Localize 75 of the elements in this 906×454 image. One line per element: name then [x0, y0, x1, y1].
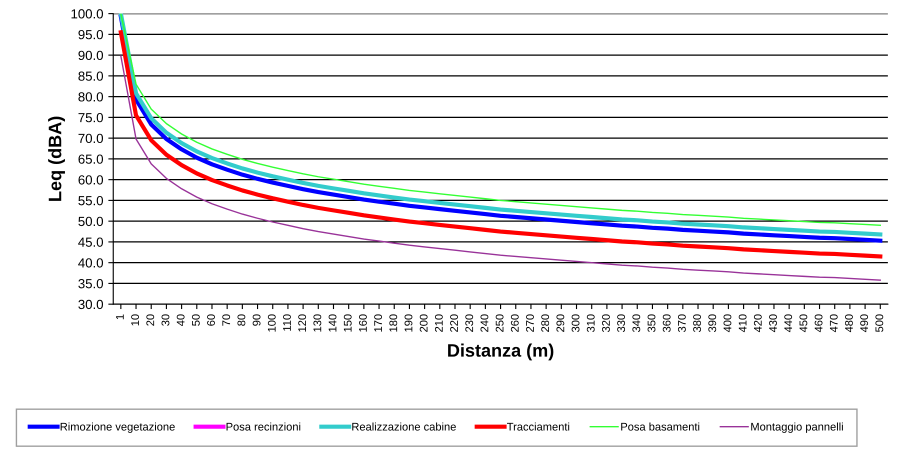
legend-label: Rimozione vegetazione [60, 422, 175, 433]
x-tick-label: 190 [404, 314, 412, 332]
legend-label: Posa recinzioni [226, 422, 300, 431]
x-tick-label: 400 [724, 314, 732, 332]
x-tick-label: 340 [632, 314, 640, 332]
legend-label: Montaggio pannelli [751, 422, 843, 433]
legend-label: Posa basamenti [621, 422, 700, 431]
x-tick-label: 490 [860, 314, 868, 332]
x-tick-label: 80 [237, 314, 246, 326]
x-tick-label: 260 [510, 314, 519, 332]
x-tick-label: 1 [116, 314, 124, 320]
x-tick-label: 450 [799, 314, 808, 332]
x-tick-label: 170 [374, 314, 382, 332]
x-tick-label: 130 [313, 314, 322, 332]
x-tick-label: 440 [784, 314, 792, 332]
x-tick-label: 250 [496, 314, 504, 332]
x-tick-label: 290 [556, 314, 564, 332]
x-tick-label: 390 [708, 314, 716, 332]
y-tick-label: 50.0 [78, 216, 104, 226]
x-tick-label: 460 [814, 314, 823, 332]
y-tick-label: 55.0 [78, 196, 104, 206]
y-tick-label: 80.0 [78, 92, 104, 102]
x-tick-label: 310 [586, 314, 595, 332]
x-tick-label: 120 [298, 314, 306, 332]
y-tick-label: 60.0 [78, 175, 104, 185]
x-tick-label: 10 [131, 314, 140, 326]
x-tick-label: 480 [845, 314, 853, 332]
x-tick-label: 200 [420, 314, 428, 332]
x-tick-label: 380 [693, 314, 701, 332]
y-tick-label: 85.0 [78, 71, 104, 81]
y-tick-label: 30.0 [78, 300, 104, 310]
x-tick-label: 30 [162, 314, 170, 326]
x-tick-label: 430 [769, 314, 777, 332]
x-tick-label: 110 [283, 314, 291, 331]
x-tick-label: 240 [480, 314, 488, 332]
y-tick-label: 45.0 [78, 237, 104, 247]
x-tick-label: 230 [465, 314, 474, 332]
x-tick-label: 220 [450, 314, 458, 332]
legend-label: Realizzazione cabine [352, 422, 456, 431]
line-series [120, 55, 881, 281]
x-tick-label: 360 [662, 314, 671, 332]
x-tick-label: 150 [344, 314, 352, 332]
x-tick-label: 90 [252, 314, 261, 326]
x-tick-label: 300 [572, 314, 580, 332]
x-tick-label: 350 [648, 314, 656, 332]
x-tick-label: 160 [358, 314, 367, 332]
x-tick-label: 60 [207, 314, 215, 326]
y-tick-label: 70.0 [78, 134, 104, 144]
x-tick-label: 180 [389, 314, 398, 332]
x-tick-label: 40 [176, 314, 185, 326]
x-tick-label: 320 [602, 314, 610, 332]
x-tick-label: 280 [541, 314, 550, 332]
y-tick-label: 95.0 [78, 30, 104, 40]
x-tick-label: 410 [738, 314, 747, 332]
x-axis-title: Distanza (m) [448, 344, 554, 360]
y-axis-title: Leq (dBA) [48, 116, 65, 201]
x-tick-label: 330 [617, 314, 626, 332]
x-tick-label: 420 [754, 314, 762, 332]
x-tick-label: 140 [328, 314, 336, 332]
x-tick-label: 500 [875, 314, 884, 332]
legend-label: Tracciamenti [506, 422, 570, 431]
y-tick-label: 75.0 [78, 112, 104, 122]
x-tick-label: 270 [526, 314, 534, 332]
x-tick-label: 470 [830, 314, 838, 332]
x-tick-label: 50 [192, 314, 200, 326]
y-tick-label: 40.0 [78, 258, 104, 268]
y-tick-label: 65.0 [78, 154, 104, 164]
x-tick-label: 370 [678, 314, 686, 332]
x-tick-label: 70 [222, 314, 230, 326]
y-tick-label: 35.0 [78, 278, 104, 288]
x-tick-label: 210 [434, 314, 443, 332]
y-tick-label: 100.0 [72, 9, 104, 19]
x-tick-label: 100 [268, 314, 276, 332]
x-tick-label: 20 [146, 314, 154, 326]
y-tick-label: 90.0 [78, 50, 104, 60]
